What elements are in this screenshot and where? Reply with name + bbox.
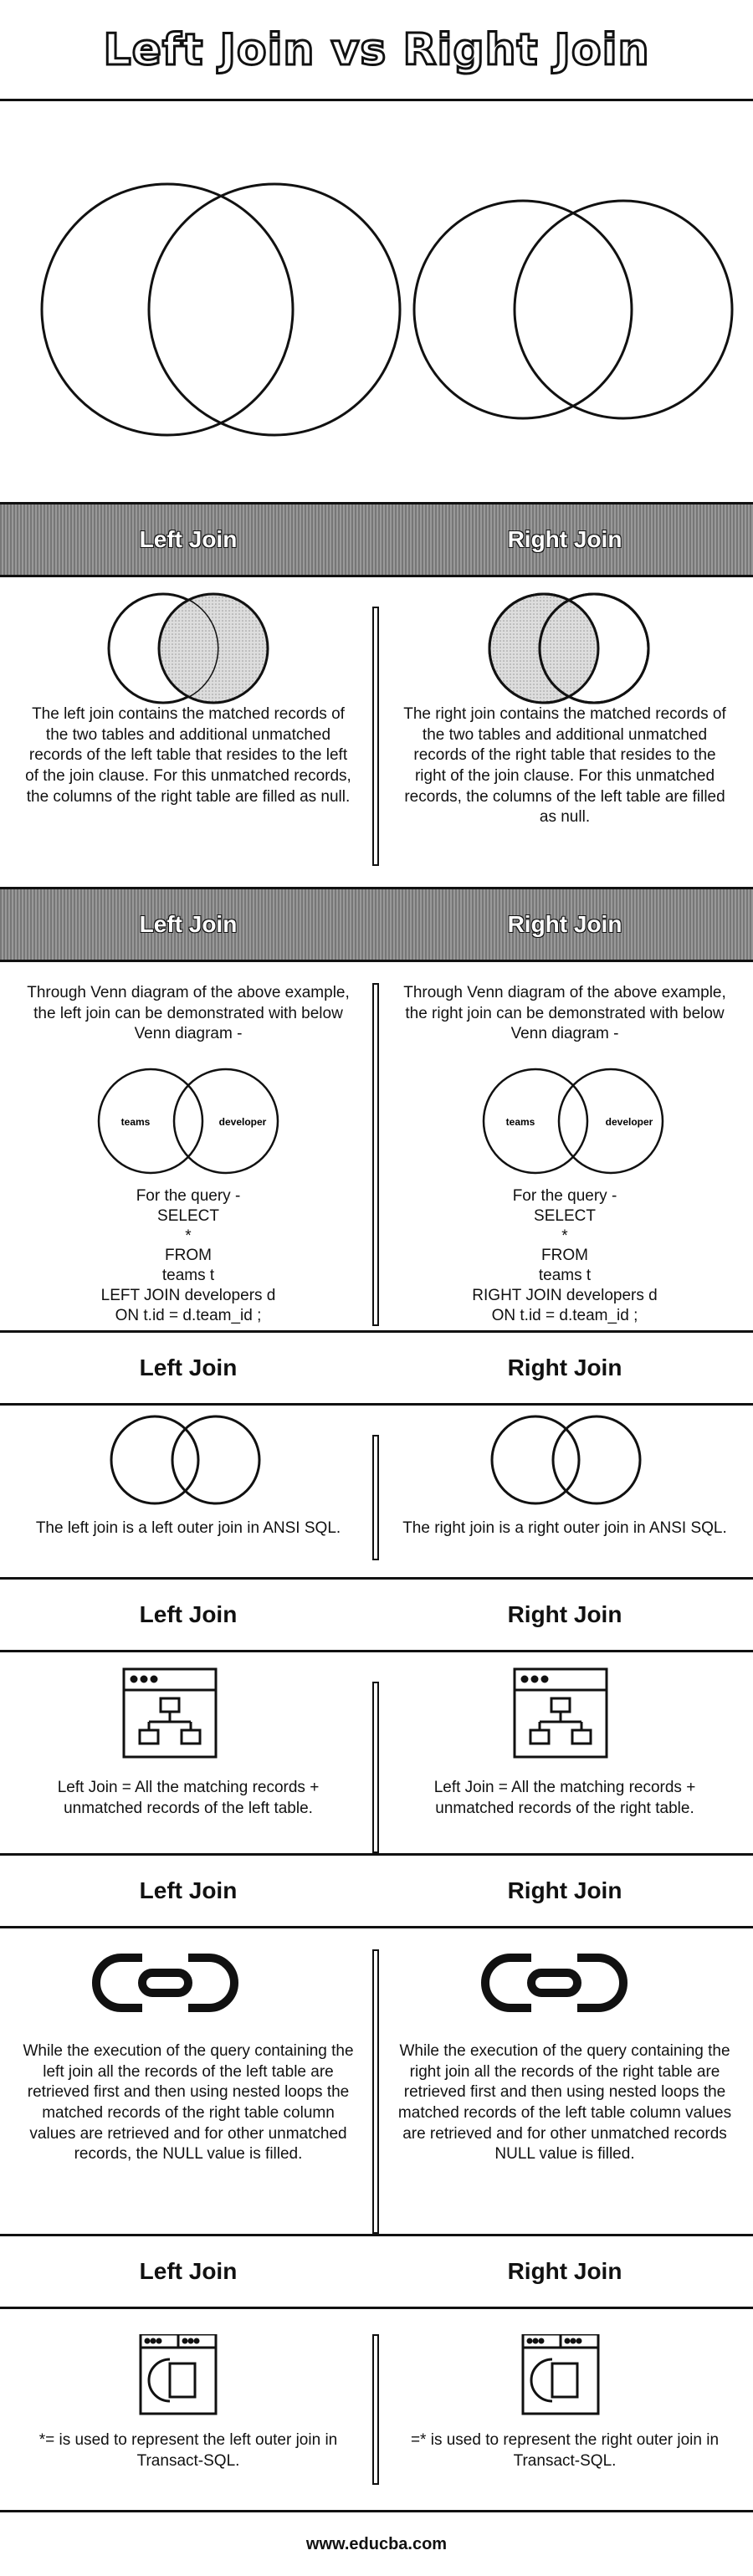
header-right-join: Right Join: [507, 1877, 622, 1903]
header-left-join: Left Join: [139, 911, 238, 937]
right-venn-icon: [412, 199, 734, 420]
column-divider: [372, 983, 379, 1326]
outer-join-venn-icon: [110, 1415, 642, 1505]
divider: [0, 2510, 753, 2512]
header-right-join: Right Join: [507, 1355, 622, 1380]
divider: [0, 99, 753, 101]
row2-right-intro: Through Venn diagram of the above exampl…: [403, 984, 726, 1043]
right-join-venn-icon: [488, 592, 650, 704]
row6-icons: [139, 2334, 600, 2415]
footer-url[interactable]: www.educba.com: [305, 2535, 448, 2553]
row3-left-text: The left join is a left outer join in AN…: [35, 1519, 341, 1537]
header-right-join: Right Join: [507, 1601, 622, 1627]
row3-right-text: The right join is a right outer join in …: [402, 1519, 727, 1537]
right-join-teams-venn-icon: [482, 1068, 664, 1175]
chain-link-icon: [481, 1954, 628, 2012]
venn-label-developer: developer: [606, 1116, 653, 1128]
page-title: Left Join vs Right Join: [0, 0, 753, 100]
header-left-join: Left Join: [139, 526, 238, 552]
chain-link-icon: [92, 1954, 238, 2012]
header-right-join: Right Join: [507, 911, 622, 937]
row5-left-text: While the execution of the query contain…: [23, 2042, 354, 2164]
left-join-teams-venn-icon: [97, 1068, 279, 1175]
venn-label-teams: teams: [121, 1116, 151, 1128]
header-band-3: Left Join Right Join: [0, 1330, 753, 1406]
venn-label-developer: developer: [219, 1116, 267, 1128]
row1-right-text: The right join contains the matched reco…: [403, 705, 726, 827]
row4-left-text: Left Join = All the matching records + u…: [57, 1779, 320, 1817]
row3-venns: [110, 1415, 642, 1505]
header-left-join: Left Join: [139, 1355, 238, 1380]
row6-left-text: *= is used to represent the left outer j…: [38, 2431, 338, 2470]
header-left-join: Left Join: [139, 1877, 238, 1903]
page-title-text: Left Join vs Right Join: [102, 24, 650, 77]
header-band-5: Left Join Right Join: [0, 1853, 753, 1928]
row2-left-query: For the query - SELECT * FROM teams t LE…: [100, 1187, 276, 1324]
column-divider: [372, 607, 379, 866]
row4-right-text: Left Join = All the matching records + u…: [433, 1779, 696, 1817]
column-divider: [372, 1435, 379, 1560]
table-hierarchy-icon: [513, 1667, 608, 1759]
row2-venns: teams developer teams developer: [97, 1068, 664, 1175]
header-left-join: Left Join: [139, 1601, 238, 1627]
venn-label-teams: teams: [506, 1116, 535, 1128]
window-panels-icon: [521, 2334, 600, 2415]
table-hierarchy-icon: [122, 1667, 218, 1759]
header-right-join: Right Join: [507, 2258, 622, 2284]
column-divider: [372, 1682, 379, 1853]
left-join-venn-icon: [107, 592, 269, 704]
row2-right-query: For the query - SELECT * FROM teams t RI…: [472, 1187, 658, 1324]
row1-venns: [107, 592, 650, 704]
header-band-2: Left Join Right Join: [0, 887, 753, 962]
left-venn-icon: [40, 182, 402, 437]
row2-left-intro: Through Venn diagram of the above exampl…: [27, 984, 350, 1043]
row5-right-text: While the execution of the query contain…: [397, 2042, 732, 2164]
header-band-4: Left Join Right Join: [0, 1577, 753, 1652]
row4-icons: [122, 1667, 608, 1759]
window-panels-icon: [139, 2334, 218, 2415]
row6-right-text: =* is used to represent the right outer …: [410, 2431, 720, 2470]
header-band-1: Left Join Right Join: [0, 502, 753, 577]
row5-icons: [92, 1954, 628, 2012]
column-divider: [372, 1949, 379, 2234]
top-venn-diagrams: [40, 182, 734, 437]
header-left-join: Left Join: [139, 2258, 238, 2284]
column-divider: [372, 2334, 379, 2485]
row1-left-text: The left join contains the matched recor…: [25, 705, 351, 806]
header-right-join: Right Join: [507, 526, 622, 552]
header-band-6: Left Join Right Join: [0, 2234, 753, 2309]
